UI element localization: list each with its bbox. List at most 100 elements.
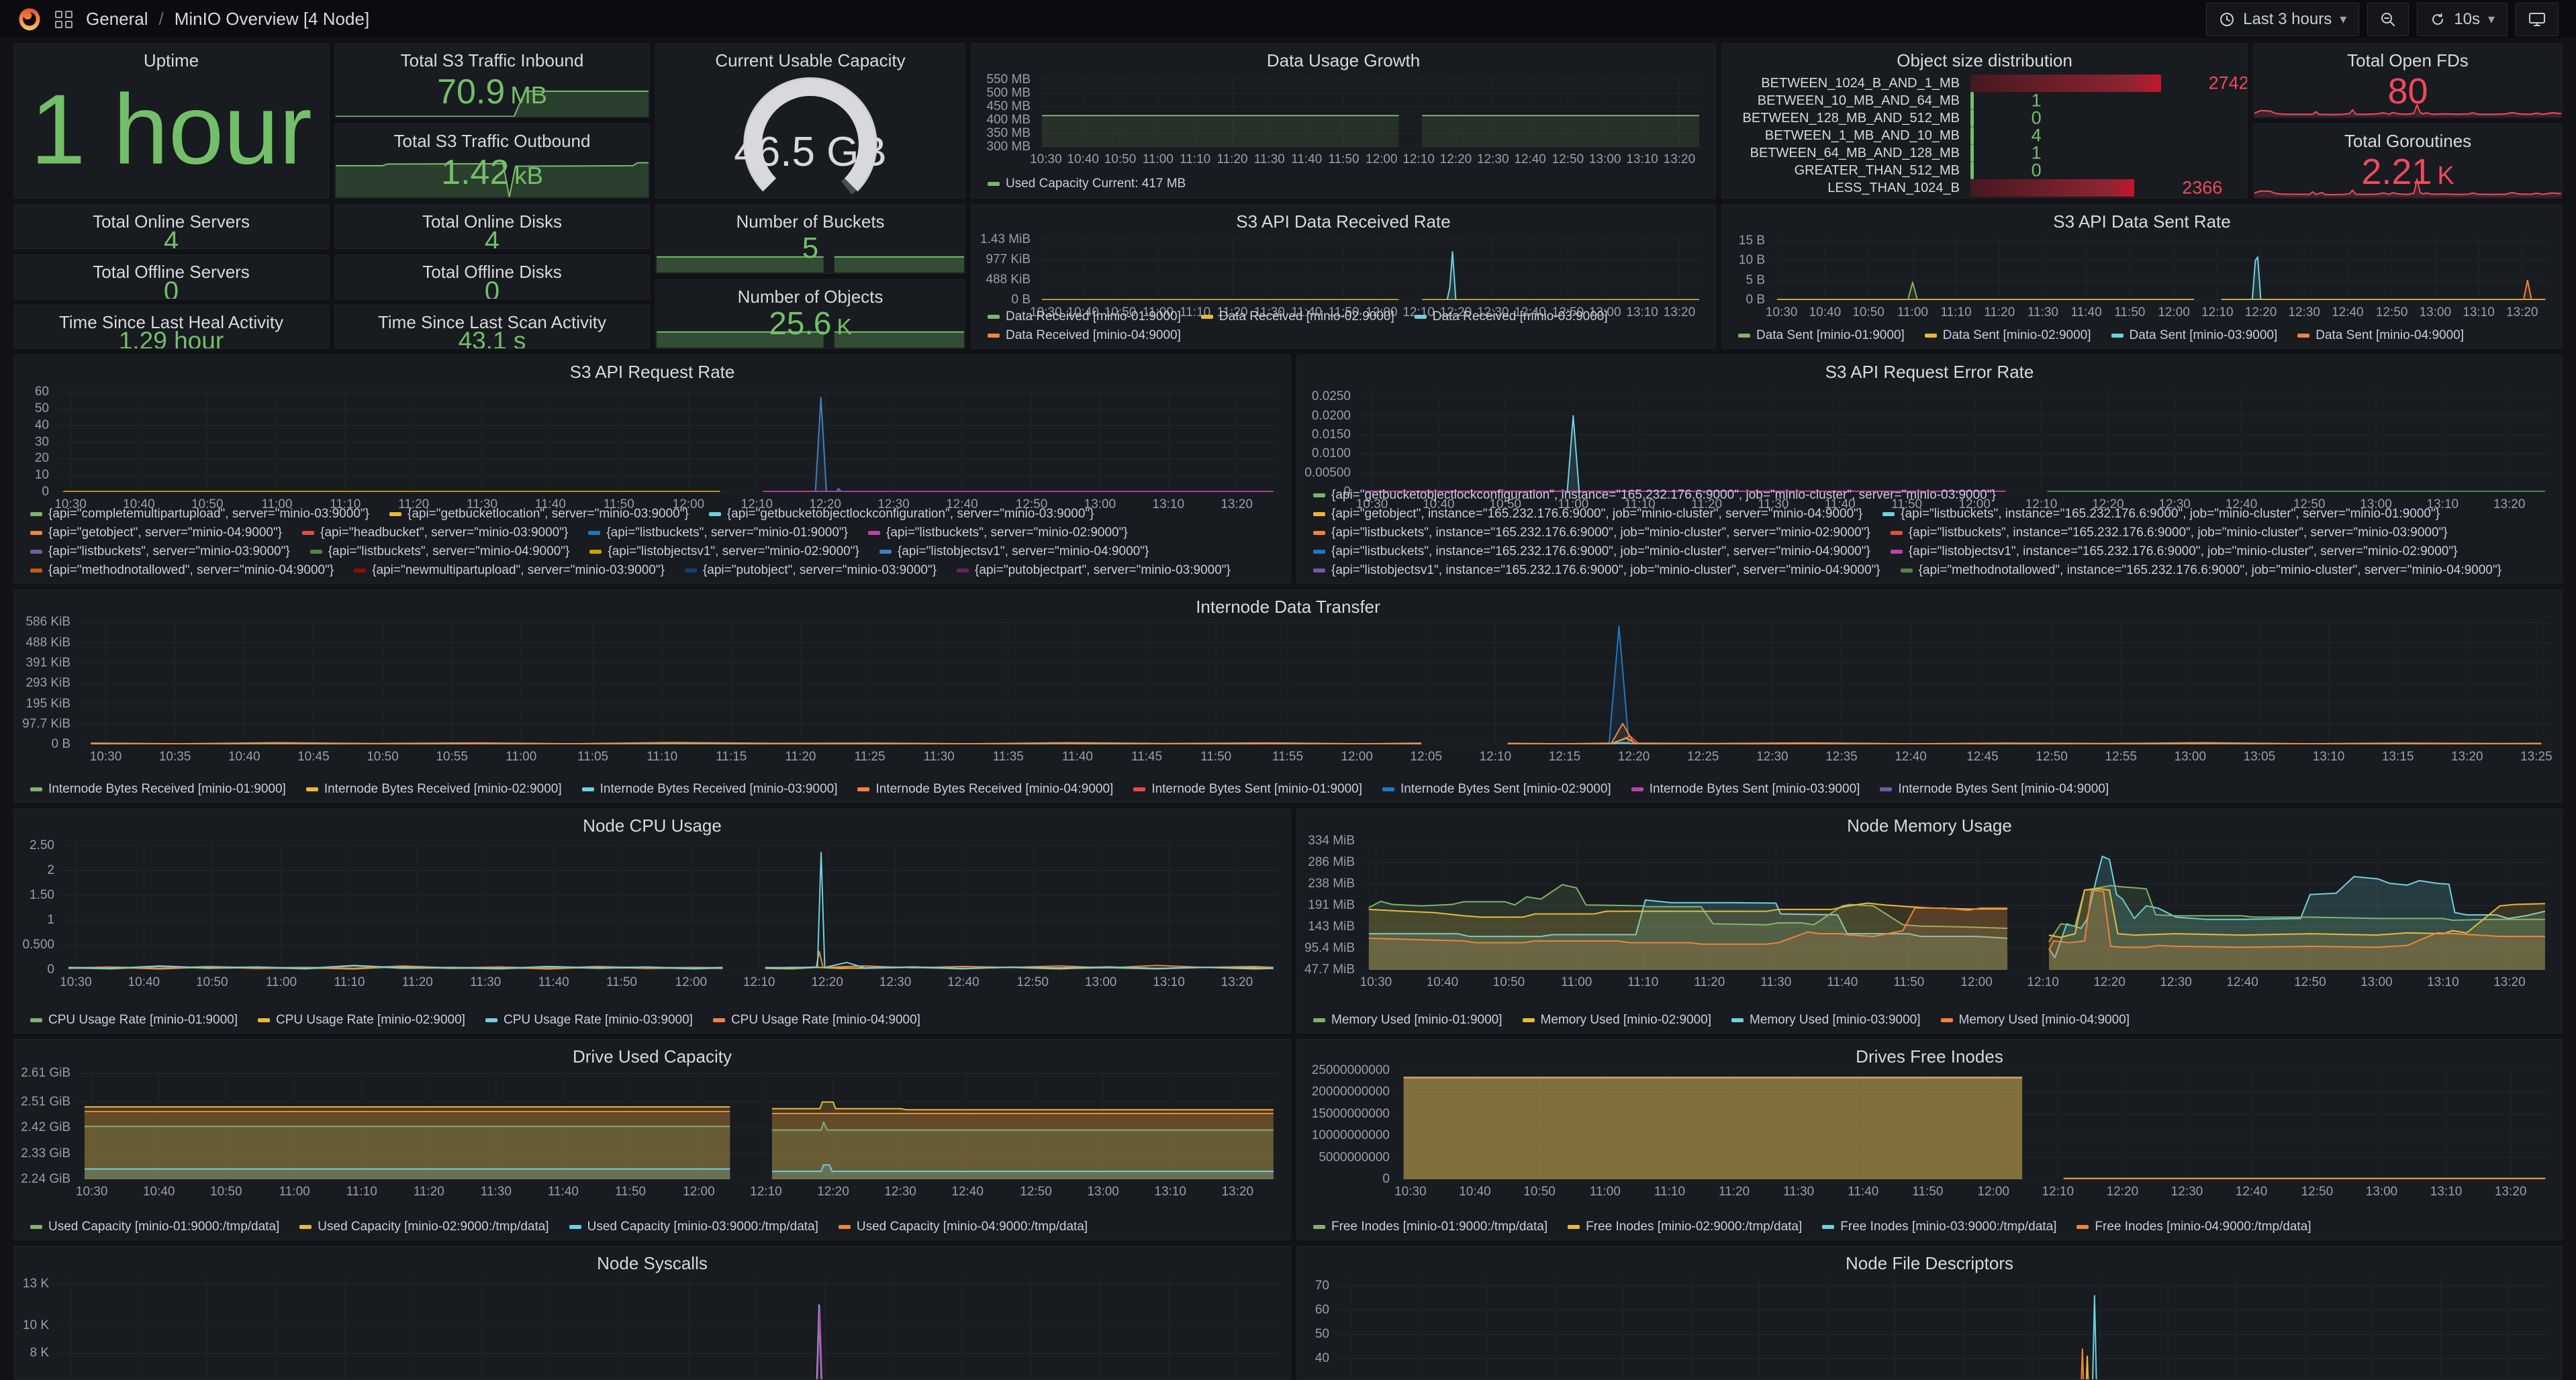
panel-title[interactable]: Total Offline Servers [93, 262, 250, 282]
legend-item[interactable]: Used Capacity [minio-03:9000:/tmp/data] [569, 1220, 818, 1234]
panel-title[interactable]: Node CPU Usage [583, 816, 722, 836]
legend-item[interactable]: {api="putobjectpart", server="minio-03:9… [957, 563, 1231, 578]
legend-item[interactable]: Free Inodes [minio-04:9000:/tmp/data] [2077, 1220, 2311, 1234]
legend-item[interactable]: Data Received [minio-03:9000] [1414, 309, 1608, 324]
zoom-out-button[interactable] [2367, 2, 2410, 36]
legend-item[interactable]: {api="newmultipartupload", server="minio… [354, 563, 665, 578]
legend-item[interactable]: Internode Bytes Received [minio-03:9000] [581, 782, 837, 797]
syscalls-chart[interactable]: 13 K 10 K 8 K [23, 1277, 1278, 1380]
legend-item[interactable]: {api="listobjectsv1", instance="165.232.… [1890, 544, 2457, 559]
panel-title[interactable]: Total Open FDs [2347, 50, 2469, 70]
panel-title[interactable]: Total Online Servers [92, 211, 250, 232]
legend-item[interactable]: {api="completemultipartupload", server="… [30, 507, 369, 522]
legend-item[interactable]: Internode Bytes Sent [minio-01:9000] [1133, 782, 1362, 797]
panel-title[interactable]: Time Since Last Heal Activity [58, 312, 284, 332]
legend-item[interactable]: {api="methodnotallowed", instance="165.2… [1900, 563, 2501, 578]
panel-title[interactable]: Total S3 Traffic Outbound [393, 131, 591, 151]
legend-item[interactable]: Internode Bytes Received [minio-02:9000] [305, 782, 562, 797]
apps-grid-icon[interactable] [55, 10, 73, 28]
kiosk-mode-button[interactable] [2516, 2, 2559, 36]
free-inodes-chart[interactable]: 25000000000 20000000000 15000000000 1000000… [1312, 1063, 2550, 1199]
legend-item[interactable]: Data Received [minio-02:9000] [1200, 309, 1394, 324]
panel-title[interactable]: Uptime [143, 50, 199, 70]
legend-item[interactable]: Memory Used [minio-04:9000] [1940, 1013, 2130, 1028]
request-rate-chart[interactable]: 60 50 40 30 20 10 0 10:30 10:40 10:50 11:00 11:10 11… [35, 385, 1278, 511]
panel-title[interactable]: Total Offline Disks [422, 262, 562, 282]
panel-title[interactable]: Data Usage Growth [1266, 50, 1421, 70]
dashboard-title[interactable]: MinIO Overview [4 Node] [174, 9, 370, 29]
legend-item[interactable]: CPU Usage Rate [minio-02:9000] [257, 1013, 465, 1028]
panel-title[interactable]: Total Goroutines [2344, 131, 2472, 151]
legend-item[interactable]: {api="getbucketobjectlockconfiguration",… [708, 507, 1094, 522]
panel-title[interactable]: Node Memory Usage [1847, 816, 2012, 836]
legend-item[interactable]: {api="listbuckets", server="minio-02:900… [868, 526, 1128, 540]
legend-item[interactable]: {api="putobject", server="minio-03:9000"… [684, 563, 937, 578]
refresh-picker[interactable]: 10s ▾ [2417, 2, 2508, 36]
legend-item[interactable]: Data Sent [minio-02:9000] [1924, 328, 2091, 343]
panel-title[interactable]: Node File Descriptors [1846, 1253, 2013, 1273]
legend-item[interactable]: Free Inodes [minio-03:9000:/tmp/data] [1822, 1220, 2056, 1234]
legend-item[interactable]: Used Capacity [minio-04:9000:/tmp/data] [838, 1220, 1088, 1234]
time-range-picker[interactable]: Last 3 hours ▾ [2206, 2, 2360, 36]
drive-used-chart[interactable]: 2.61 GiB 2.51 GiB 2.42 GiB 2.33 GiB 2.24 GiB… [21, 1066, 1278, 1199]
legend-item[interactable]: {api="listobjectsv1", instance="165.232.… [1313, 563, 1880, 578]
legend-item[interactable]: Free Inodes [minio-01:9000:/tmp/data] [1313, 1220, 1547, 1234]
legend-item[interactable]: {api="listbuckets", instance="165.232.17… [1890, 526, 2448, 540]
legend-item[interactable]: Memory Used [minio-03:9000] [1731, 1013, 1921, 1028]
panel-title[interactable]: S3 API Data Received Rate [1236, 211, 1451, 232]
legend-item[interactable]: {api="getbucketlocation", server="minio-… [389, 507, 689, 522]
legend-item[interactable]: CPU Usage Rate [minio-01:9000] [30, 1013, 238, 1028]
legend-item[interactable]: Free Inodes [minio-02:9000:/tmp/data] [1568, 1220, 1802, 1234]
panel-title[interactable]: Number of Buckets [736, 211, 885, 232]
legend-item[interactable]: Data Received [minio-01:9000] [988, 309, 1181, 324]
panel-title[interactable]: Current Usable Capacity [715, 50, 906, 70]
legend-item[interactable]: CPU Usage Rate [minio-03:9000] [485, 1013, 693, 1028]
panel-title[interactable]: Number of Objects [737, 287, 884, 307]
legend-item[interactable]: {api="listobjectsv1", server="minio-02:9… [589, 544, 859, 559]
sent-rate-chart[interactable]: 15 B 10 B 5 B 0 B 10:30 10:40 10:50 11:00 11:10 1… [1739, 234, 2548, 319]
legend-item[interactable]: {api="listbuckets", instance="165.232.17… [1313, 526, 1870, 540]
legend-item[interactable]: Internode Bytes Sent [minio-03:9000] [1631, 782, 1860, 797]
grafana-logo-icon[interactable] [17, 7, 42, 32]
legend-item[interactable]: Data Sent [minio-01:9000] [1738, 328, 1905, 343]
legend-item[interactable]: {api="headbucket", server="minio-03:9000… [302, 526, 568, 540]
received-rate-chart[interactable]: 1.43 MiB 977 KiB 488 KiB 0 B 10:30 10:40 10:50… [980, 232, 1702, 319]
panel-title[interactable]: Total Online Disks [422, 211, 563, 232]
cpu-chart[interactable]: 2.50 2 1.50 1 0.500 0 10:30 10:40 10:50 11:00 11:1… [22, 838, 1278, 989]
legend-item[interactable]: Internode Bytes Sent [minio-04:9000] [1880, 782, 2109, 797]
data-usage-chart[interactable]: 550 MB 500 MB 450 MB 400 MB 350 MB 300 MB 10:3… [987, 72, 1702, 166]
legend-item[interactable]: {api="listbuckets", server="minio-03:900… [30, 544, 290, 559]
legend-item[interactable]: {api="listobjectsv1", server="minio-04:9… [879, 544, 1149, 559]
panel-title[interactable]: Node Syscalls [597, 1253, 708, 1273]
legend-item[interactable]: Internode Bytes Sent [minio-02:9000] [1382, 782, 1611, 797]
legend-item[interactable]: CPU Usage Rate [minio-04:9000] [712, 1013, 920, 1028]
legend-item[interactable]: {api="getobject", instance="165.232.176.… [1313, 507, 1862, 522]
legend-item[interactable]: Data Sent [minio-04:9000] [2297, 328, 2464, 343]
legend-item[interactable]: {api="listbuckets", instance="165.232.17… [1313, 544, 1870, 559]
legend-item[interactable]: Memory Used [minio-01:9000] [1313, 1013, 1502, 1028]
legend-item[interactable]: {api="listbuckets", server="minio-01:900… [588, 526, 848, 540]
legend-item[interactable]: Memory Used [minio-02:9000] [1522, 1013, 1711, 1028]
panel-title[interactable]: S3 API Data Sent Rate [2053, 211, 2231, 232]
legend-item[interactable]: Used Capacity [minio-01:9000:/tmp/data] [30, 1220, 279, 1234]
legend-item[interactable]: {api="listbuckets", server="minio-04:900… [309, 544, 569, 559]
panel-title[interactable]: Internode Data Transfer [1196, 597, 1380, 617]
panel-title[interactable]: Time Since Last Scan Activity [377, 312, 607, 332]
legend-item[interactable]: Used Capacity [minio-02:9000:/tmp/data] [299, 1220, 549, 1234]
legend-item[interactable]: Data Sent [minio-03:9000] [2111, 328, 2277, 343]
panel-title[interactable]: S3 API Request Error Rate [1825, 362, 2034, 382]
legend-item[interactable]: Internode Bytes Received [minio-04:9000] [857, 782, 1113, 797]
legend-item[interactable]: {api="getbucketobjectlockconfiguration",… [1313, 488, 1996, 503]
file-descriptors-chart[interactable]: 70 60 50 40 [1315, 1277, 2550, 1380]
legend-item[interactable]: Used Capacity Current: 417 MB [988, 177, 1186, 191]
legend-item[interactable]: Internode Bytes Received [minio-01:9000] [30, 782, 286, 797]
internode-chart[interactable]: 586 KiB 488 KiB 391 KiB 293 KiB 195 KiB 97.7 … [22, 615, 2552, 764]
memory-chart[interactable]: 334 MiB 286 MiB 238 MiB 191 MiB 143 MiB 95.4 … [1304, 834, 2550, 989]
error-rate-chart[interactable]: 0.0250 0.0200 0.0150 0.0100 0.00500 0 10:30 10:… [1304, 387, 2550, 511]
panel-title[interactable]: S3 API Request Rate [569, 362, 735, 382]
legend-item[interactable]: {api="methodnotallowed", server="minio-0… [30, 563, 334, 578]
panel-title[interactable]: Total S3 Traffic Inbound [400, 50, 584, 70]
breadcrumb-section[interactable]: General [86, 9, 148, 29]
panel-title[interactable]: Drives Free Inodes [1856, 1046, 2003, 1067]
legend-item[interactable]: {api="listbuckets", instance="165.232.17… [1882, 507, 2440, 522]
